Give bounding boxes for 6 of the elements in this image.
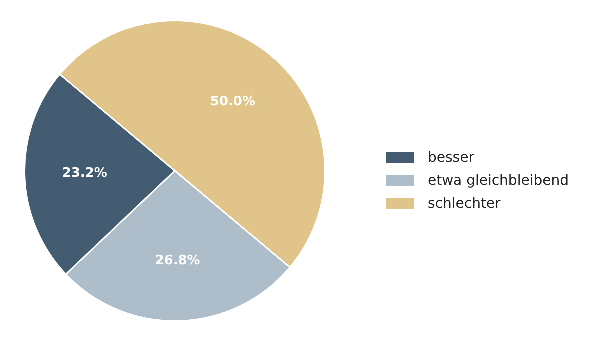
data-label: 50.0% <box>210 94 256 110</box>
data-label: 23.2% <box>62 166 108 182</box>
legend-label: schlechter <box>428 196 501 212</box>
legend-label: besser <box>428 150 474 166</box>
legend-label: etwa gleichbleibend <box>428 172 569 188</box>
data-label: 26.8% <box>155 253 200 268</box>
